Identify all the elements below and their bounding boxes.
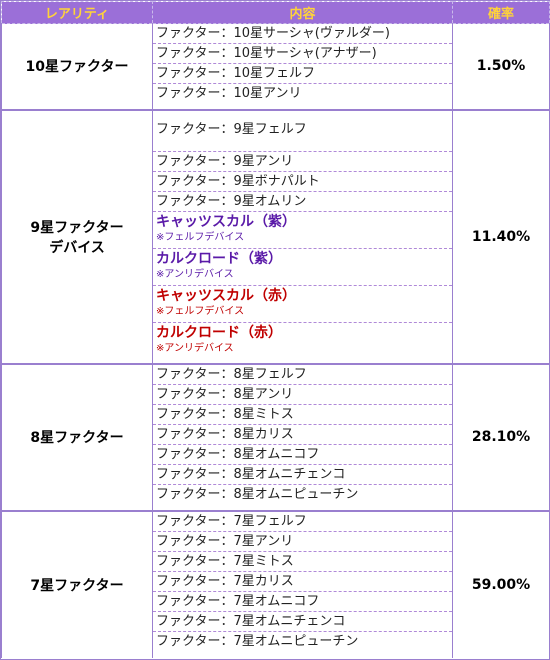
list-item: ファクター：7星フェルフ — [153, 512, 452, 532]
rate-cell: 11.40% — [452, 109, 550, 365]
table-row: 9星ファクター デバイス ファクター：9星フェルフ ファクター：9星アンリ ファ… — [1, 109, 550, 365]
rarity-cell: 7星ファクター — [1, 510, 153, 658]
rarity-label: 7星ファクター — [30, 577, 124, 594]
header-rarity: レアリティ — [1, 1, 153, 24]
list-item: ファクター：8星オムニピューチン — [156, 486, 359, 502]
list-item: ファクター：8星ミトス — [153, 405, 452, 425]
rarity-label: 9星ファクター — [30, 219, 124, 236]
list-item: ファクター：9星ボナパルト — [153, 172, 452, 192]
device-item: キャッツスカル（紫） ※フェルフデバイス — [153, 212, 452, 249]
content-cell: ファクター：8星フェルフ ファクター：8星アンリ ファクター：8星ミトス ファク… — [152, 363, 453, 512]
rarity-cell: 9星ファクター デバイス — [1, 109, 153, 365]
list-item: ファクター：8星オムニコフ — [153, 445, 452, 465]
list-item: ファクター：10星サーシャ(ヴァルダー) — [153, 24, 452, 44]
rarity-label: 8星ファクター — [30, 430, 124, 446]
device-note: ※アンリデバイス — [156, 342, 234, 354]
list-item: ファクター：7星ミトス — [153, 552, 452, 572]
rate-value: 1.50% — [476, 58, 526, 75]
list-item: ファクター：10星サーシャ(アナザー) — [153, 44, 452, 64]
list-item: ファクター：8星オムニチェンコ — [153, 465, 452, 485]
list-item: ファクター：9星フェルフ — [153, 111, 452, 152]
device-item: キャッツスカル（赤） ※フェルフデバイス — [153, 286, 452, 323]
header-content: 内容 — [152, 1, 453, 24]
device-name: キャッツスカル（紫） — [156, 213, 296, 230]
list-item: ファクター：7星アンリ — [153, 532, 452, 552]
rate-value: 11.40% — [471, 228, 531, 245]
device-item: カルクロード（紫） ※アンリデバイス — [153, 249, 452, 286]
content-cell: ファクター：10星サーシャ(ヴァルダー) ファクター：10星サーシャ(アナザー)… — [152, 23, 453, 111]
list-item: ファクター：9星アンリ — [153, 152, 452, 172]
device-name: カルクロード（赤） — [156, 324, 282, 341]
device-item: カルクロード（赤） ※アンリデバイス — [153, 323, 452, 360]
rate-cell: 1.50% — [452, 23, 550, 111]
table-row: 8星ファクター ファクター：8星フェルフ ファクター：8星アンリ ファクター：8… — [1, 363, 550, 512]
rate-value: 28.10% — [471, 429, 531, 445]
rarity-label: 10星ファクター — [25, 59, 129, 76]
content-cell: ファクター：9星フェルフ ファクター：9星アンリ ファクター：9星ボナパルト フ… — [152, 109, 453, 365]
list-item: ファクター：7星オムニピューチン — [156, 633, 359, 649]
rarity-cell: 10星ファクター — [1, 23, 153, 111]
header-rate: 確率 — [452, 1, 550, 24]
table-row: 7星ファクター ファクター：7星フェルフ ファクター：7星アンリ ファクター：7… — [1, 510, 550, 658]
list-item: ファクター：8星フェルフ — [153, 365, 452, 385]
rate-cell: 28.10% — [452, 363, 550, 512]
table-header-row: レアリティ 内容 確率 — [1, 1, 550, 24]
content-cell: ファクター：7星フェルフ ファクター：7星アンリ ファクター：7星ミトス ファク… — [153, 511, 453, 658]
list-item: ファクター：8星カリス — [153, 425, 452, 445]
device-note: ※フェルフデバイス — [156, 305, 245, 317]
list-item: ファクター：8星アンリ — [153, 385, 452, 405]
list-item: ファクター：7星カリス — [153, 572, 452, 592]
rate-value: 59.00% — [471, 576, 531, 593]
device-note: ※アンリデバイス — [156, 268, 234, 280]
rarity-label-line2: デバイス — [49, 239, 105, 256]
list-item: ファクター：10星アンリ — [156, 86, 302, 101]
device-name: カルクロード（紫） — [156, 250, 282, 267]
rate-cell: 59.00% — [452, 510, 550, 658]
device-name: キャッツスカル（赤） — [156, 287, 296, 304]
device-note: ※フェルフデバイス — [156, 231, 245, 243]
list-item: ファクター：7星オムニコフ — [153, 592, 452, 612]
rarity-cell: 8星ファクター — [1, 363, 153, 512]
list-item: ファクター：7星オムニチェンコ — [153, 612, 452, 632]
list-item: ファクター：9星オムリン — [153, 192, 452, 212]
table-row: 10星ファクター ファクター：10星サーシャ(ヴァルダー) ファクター：10星サ… — [1, 23, 550, 111]
list-item: ファクター：10星フェルフ — [153, 64, 452, 84]
